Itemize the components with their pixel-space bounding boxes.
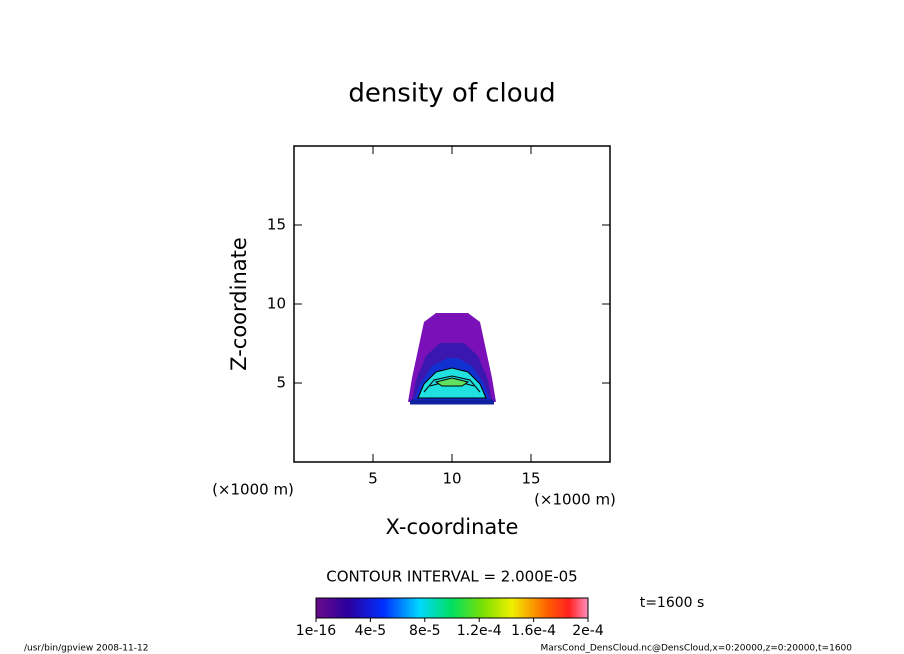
time-label: t=1600 s [640,595,705,611]
x-axis-label: X-coordinate [386,515,519,539]
footer-left: /usr/bin/gpview 2008-11-12 [24,644,148,654]
chart-title: density of cloud [348,79,555,109]
contour-field [408,313,496,405]
colorbar-tick-label: 4e-5 [355,623,386,639]
x-unit: (×1000 m) [534,491,616,509]
plot-frame [293,145,611,463]
footer-right: MarsCond_DensCloud.nc@DensCloud,x=0:2000… [541,644,853,654]
x-tick-label: 5 [368,470,378,488]
x-tick-label: 15 [521,470,540,488]
contour-interval: CONTOUR INTERVAL = 2.000E-05 [326,568,577,586]
colorbar-tick-label: 2e-4 [572,623,604,639]
colorbar-tick-label: 1.2e-4 [457,623,502,639]
y-tick-label: 15 [267,216,286,234]
colorbar-tick-label: 1e-16 [296,623,336,639]
y-tick-label: 10 [267,295,286,313]
x-tick-label: 10 [442,470,461,488]
colorbar-tick-label: 8e-5 [409,623,440,639]
y-unit: (×1000 m) [212,481,294,499]
y-axis-label: Z-coordinate [227,237,251,371]
y-tick-label: 5 [276,374,286,392]
colorbar-tick-label: 1.6e-4 [511,623,556,639]
contour-region [434,377,470,387]
colorbar [315,597,589,619]
